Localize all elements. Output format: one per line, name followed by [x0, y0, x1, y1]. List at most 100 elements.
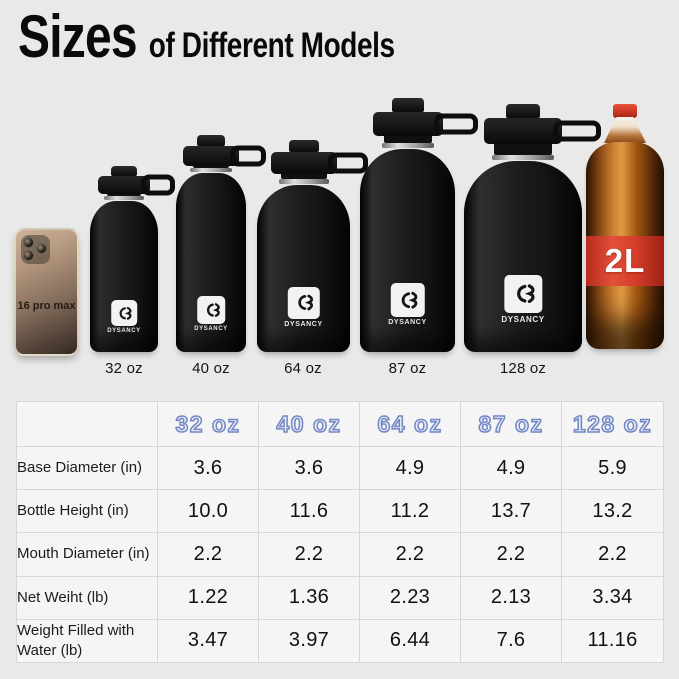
iphone-16-pro-max: 16 pro max — [14, 228, 79, 356]
brand-logo: DYSANCY — [388, 283, 426, 326]
brand-logo: DYSANCY — [194, 296, 228, 332]
soda-neck — [604, 117, 646, 143]
row-label: Net Weiht (lb) — [16, 575, 158, 620]
bottle-32oz: DYSANCY — [90, 166, 175, 352]
bottle-neck-collar — [494, 144, 552, 155]
row-label: Base Diameter (in) — [16, 446, 158, 491]
brand-name: DYSANCY — [194, 326, 228, 332]
soda-label-band: 2L — [586, 236, 664, 286]
bottle-steel-ring — [278, 179, 329, 184]
table-row-mouth-diameter: Mouth Diameter (in) 2.2 2.2 2.2 2.2 2.2 — [16, 532, 664, 577]
bottle-cap-lid — [372, 112, 478, 136]
brand-name: DYSANCY — [107, 328, 141, 334]
spec-value: 7.6 — [460, 618, 562, 664]
soda-bottle-2l: 2L — [586, 104, 664, 349]
brand-name: DYSANCY — [284, 321, 323, 328]
soda-volume-label: 2L — [604, 242, 646, 279]
col-header-87oz: 87 oz — [460, 400, 562, 448]
bottle-cap-handle-icon — [553, 120, 601, 142]
table-row-net-weight: Net Weiht (lb) 1.22 1.36 2.23 2.13 3.34 — [16, 575, 664, 620]
spec-value: 2.23 — [359, 575, 461, 620]
spec-value: 11.2 — [359, 489, 461, 534]
bottle-body: DYSANCY — [176, 173, 246, 352]
brand-logo-icon — [287, 287, 320, 319]
spec-value: 11.6 — [258, 489, 360, 534]
phone-camera-module — [21, 235, 50, 264]
title-main: Sizes — [18, 3, 138, 70]
bottle-cap-knob — [506, 104, 540, 118]
bottle-size-label-64oz: 64 oz — [284, 360, 322, 377]
bottle-neck-collar — [107, 194, 141, 196]
spec-value: 3.6 — [157, 446, 259, 491]
spec-table: 32 oz 40 oz 64 oz 87 oz 128 oz Base Diam… — [16, 400, 664, 664]
brand-logo-icon — [196, 296, 225, 324]
bottle-cap-lid — [484, 118, 601, 144]
bottle-128oz: DYSANCY — [464, 104, 601, 352]
spec-value: 2.13 — [460, 575, 562, 620]
spec-value: 2.2 — [157, 532, 259, 577]
bottle-steel-ring — [381, 143, 434, 148]
page-title: Sizes of Different Models — [18, 2, 395, 71]
spec-value: 4.9 — [460, 446, 562, 491]
table-row-bottle-height: Bottle Height (in) 10.0 11.6 11.2 13.7 1… — [16, 489, 664, 534]
spec-value: 4.9 — [359, 446, 461, 491]
col-header-32oz: 32 oz — [157, 400, 259, 448]
bottle-size-label-32oz: 32 oz — [105, 360, 143, 377]
bottle-cap-lid — [270, 152, 368, 174]
brand-logo-icon — [503, 275, 542, 313]
row-label: Mouth Diameter (in) — [16, 532, 158, 577]
bottle-body: DYSANCY — [257, 185, 350, 352]
title-sub: of Different Models — [148, 26, 395, 65]
brand-logo: DYSANCY — [107, 300, 141, 334]
soda-body: 2L — [586, 142, 664, 349]
spec-value: 3.97 — [258, 618, 360, 664]
bottle-size-label-128oz: 128 oz — [499, 360, 547, 377]
bottle-neck-collar — [383, 136, 432, 143]
spec-value: 2.2 — [258, 532, 360, 577]
soda-cap — [613, 104, 637, 118]
camera-lens-icon — [36, 243, 47, 254]
brand-name: DYSANCY — [501, 315, 545, 324]
spec-value: 6.44 — [359, 618, 461, 664]
spec-value: 3.47 — [157, 618, 259, 664]
bottle-cap-handle-icon — [327, 152, 368, 174]
bottle-cap-handle-icon — [141, 174, 175, 196]
col-header-64oz: 64 oz — [359, 400, 461, 448]
bottle-cap-lid — [98, 174, 175, 196]
spec-value: 3.34 — [561, 575, 664, 620]
table-row-base-diameter: Base Diameter (in) 3.6 3.6 4.9 4.9 5.9 — [16, 446, 664, 491]
phone-model-label: 16 pro max — [17, 300, 76, 312]
bottle-body: DYSANCY — [90, 201, 158, 352]
camera-lens-icon — [23, 237, 34, 248]
brand-name: DYSANCY — [388, 319, 427, 326]
header-blank-cell — [16, 400, 158, 448]
bottle-cap-knob — [197, 135, 225, 146]
bottle-cap-knob — [111, 166, 137, 176]
brand-logo: DYSANCY — [501, 275, 544, 324]
brand-logo-icon — [110, 300, 137, 326]
row-label: Weight Filled with Water (lb) — [16, 618, 158, 664]
spec-value: 5.9 — [561, 446, 664, 491]
bottle-cap-knob — [391, 98, 424, 112]
col-header-128oz: 128 oz — [561, 400, 664, 448]
bottle-neck-collar — [193, 166, 229, 168]
row-label: Bottle Height (in) — [16, 489, 158, 534]
bottle-steel-ring — [492, 155, 554, 160]
bottle-cap-handle-icon — [433, 113, 478, 135]
bottle-cap-lid — [183, 145, 266, 167]
spec-value: 2.2 — [561, 532, 664, 577]
spec-value: 13.7 — [460, 489, 562, 534]
spec-value: 10.0 — [157, 489, 259, 534]
table-row-weight-filled: Weight Filled with Water (lb) 3.47 3.97 … — [16, 618, 664, 664]
bottle-body: DYSANCY — [464, 161, 582, 352]
camera-lens-icon — [23, 250, 34, 261]
bottle-body: DYSANCY — [360, 149, 455, 352]
bottle-size-label-87oz: 87 oz — [388, 360, 427, 377]
spec-value: 3.6 — [258, 446, 360, 491]
bottle-size-label-40oz: 40 oz — [192, 360, 230, 377]
bottle-40oz: DYSANCY — [176, 135, 266, 352]
brand-logo: DYSANCY — [284, 287, 322, 328]
spec-value: 11.16 — [561, 618, 664, 664]
bottle-87oz: DYSANCY — [360, 98, 478, 352]
